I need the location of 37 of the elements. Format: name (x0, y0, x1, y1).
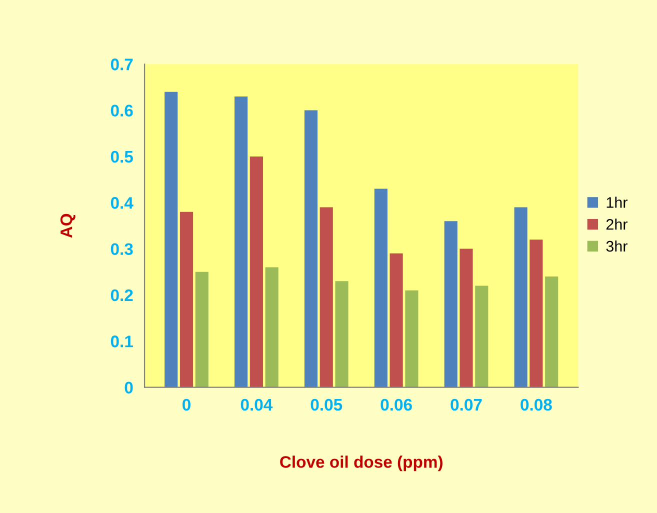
bar (545, 276, 558, 388)
bar (164, 92, 178, 388)
x-tick-label: 0 (182, 398, 190, 411)
y-axis-title: AQ (60, 214, 76, 238)
y-tick-label: 0.2 (110, 289, 133, 302)
y-tick-label: 0.4 (110, 197, 134, 209)
bar (304, 110, 318, 388)
y-tick-label: 0 (124, 382, 133, 394)
x-tick-label: 0.07 (450, 398, 482, 411)
bar (444, 221, 458, 388)
bar (234, 96, 248, 388)
legend-label: 3hr (606, 240, 628, 252)
bar (320, 207, 333, 388)
y-tick-label: 0.5 (110, 150, 133, 163)
bar (405, 290, 418, 388)
bar (514, 207, 528, 388)
y-tick-label: 0.3 (110, 243, 133, 256)
bar (374, 188, 388, 388)
x-tick-label: 0.08 (520, 398, 552, 411)
bar (460, 248, 473, 388)
x-axis-title: Clove oil dose (ppm) (280, 456, 442, 472)
y-tick-label: 0.7 (110, 58, 133, 70)
bar (475, 286, 488, 388)
bar (180, 212, 194, 388)
x-tick-label: 0.04 (240, 398, 273, 411)
x-tick-label: 0.05 (310, 398, 342, 411)
bar (530, 240, 543, 388)
x-tick-label: 0.06 (380, 398, 412, 411)
bar (195, 272, 208, 388)
legend-label: 2hr (606, 218, 628, 230)
bar (250, 156, 263, 388)
y-tick-label: 0.6 (110, 104, 133, 116)
bar (335, 281, 348, 388)
y-tick-label: 0.1 (110, 336, 133, 348)
bar (265, 267, 278, 388)
bar (390, 253, 403, 388)
legend-label: 1hr (606, 196, 628, 208)
